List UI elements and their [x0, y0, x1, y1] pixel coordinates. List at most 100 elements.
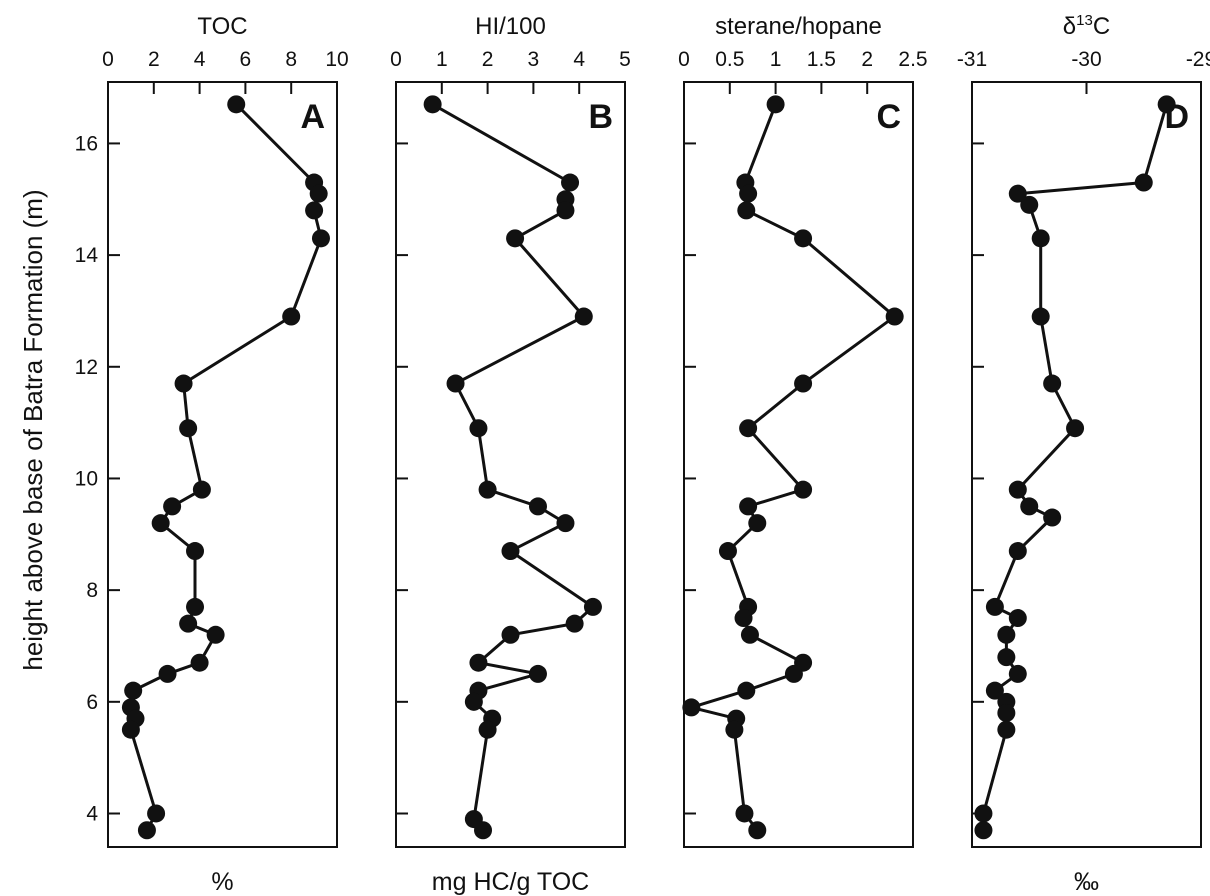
data-point: [179, 614, 198, 633]
data-point: [1043, 508, 1062, 527]
series-line: [689, 103, 897, 832]
x-tick-label: 0: [678, 48, 690, 71]
data-point: [186, 597, 205, 616]
data-point: [147, 804, 166, 823]
x-tick-label: 4: [194, 48, 206, 71]
series-line: [982, 103, 1169, 831]
y-tick-label: 4: [86, 802, 98, 825]
data-point: [469, 419, 488, 438]
data-point: [974, 821, 993, 840]
x-tick-label: 10: [325, 48, 348, 71]
data-point: [1157, 95, 1176, 114]
data-point: [464, 692, 483, 711]
x-tick-label: 0: [390, 48, 402, 71]
y-tick-label: 16: [75, 132, 98, 155]
data-point: [121, 720, 140, 739]
data-point: [151, 514, 170, 533]
data-point: [309, 184, 328, 203]
panel-b: 0 1 2 3 4 5 HI/100 Bmg HC/g TOC: [390, 13, 631, 896]
data-point: [997, 648, 1016, 667]
data-point: [1008, 184, 1027, 203]
y-tick-label: 14: [75, 244, 99, 267]
x-tick-label: 5: [619, 48, 631, 71]
data-point: [735, 804, 754, 823]
data-point: [446, 374, 465, 393]
x-tick-label: 4: [573, 48, 585, 71]
data-point: [478, 720, 497, 739]
data-point: [1008, 664, 1027, 683]
data-point: [682, 698, 701, 717]
data-point: [1020, 195, 1039, 214]
data-point: [985, 681, 1004, 700]
data-point: [997, 703, 1016, 722]
x-tick-label: 2: [482, 48, 494, 71]
data-point: [556, 514, 575, 533]
data-point: [737, 201, 756, 220]
data-point: [718, 542, 737, 561]
x-tick-label: 2: [861, 48, 873, 71]
data-point: [174, 374, 193, 393]
data-point: [565, 614, 584, 633]
data-point: [1008, 542, 1027, 561]
data-point: [501, 625, 520, 644]
data-point: [748, 514, 767, 533]
panel-letter: C: [876, 98, 901, 136]
data-point: [190, 653, 209, 672]
data-point: [784, 664, 803, 683]
data-point: [739, 419, 758, 438]
data-point: [192, 480, 211, 499]
data-point: [469, 653, 488, 672]
x-tick-label: 6: [240, 48, 252, 71]
data-point: [748, 821, 767, 840]
x-axis-label: %: [211, 868, 233, 896]
data-point: [137, 821, 156, 840]
data-point: [1066, 419, 1085, 438]
panel-c: 0 0.5 1 1.5 2 2.5 sterane/hopane C: [678, 13, 928, 848]
plot-frame: [683, 81, 914, 848]
data-point: [1031, 307, 1050, 326]
data-point: [794, 374, 813, 393]
data-point: [158, 664, 177, 683]
data-point: [1134, 173, 1153, 192]
data-point: [561, 173, 580, 192]
data-point: [305, 201, 324, 220]
x-tick-label: 2: [148, 48, 160, 71]
data-point: [556, 201, 575, 220]
data-point: [997, 625, 1016, 644]
plot-frame: [107, 81, 338, 848]
y-tick-label: 10: [75, 467, 98, 490]
x-tick-label: 8: [285, 48, 297, 71]
data-point: [423, 95, 442, 114]
x-tick-label: -29: [1186, 48, 1210, 71]
y-axis-label: height above base of Batra Formation (m): [18, 189, 48, 670]
panel-d: -31-30-29δ13CD‰: [957, 12, 1210, 896]
data-point: [985, 597, 1004, 616]
panel-letter: A: [300, 98, 325, 136]
data-point: [124, 681, 143, 700]
data-point: [474, 821, 493, 840]
y-tick-label: 8: [86, 579, 98, 602]
data-point: [734, 609, 753, 628]
x-tick-label: 0: [102, 48, 114, 71]
data-point: [186, 542, 205, 561]
x-tick-label: 0.5: [715, 48, 744, 71]
data-point: [794, 229, 813, 248]
x-axis-label: ‰: [1074, 868, 1099, 896]
panel-title: TOC: [197, 13, 247, 40]
data-point: [1008, 609, 1027, 628]
x-tick-label: -30: [1071, 48, 1101, 71]
data-point: [974, 804, 993, 823]
x-tick-label: 1.5: [807, 48, 836, 71]
data-point: [311, 229, 330, 248]
data-point: [179, 419, 198, 438]
panel-letter: B: [588, 98, 613, 136]
x-tick-label: -31: [957, 48, 987, 71]
data-point: [528, 664, 547, 683]
data-point: [583, 597, 602, 616]
data-point: [206, 625, 225, 644]
data-point: [1043, 374, 1062, 393]
panel-title: HI/100: [475, 13, 546, 40]
data-point: [528, 497, 547, 516]
x-tick-label: 1: [770, 48, 782, 71]
